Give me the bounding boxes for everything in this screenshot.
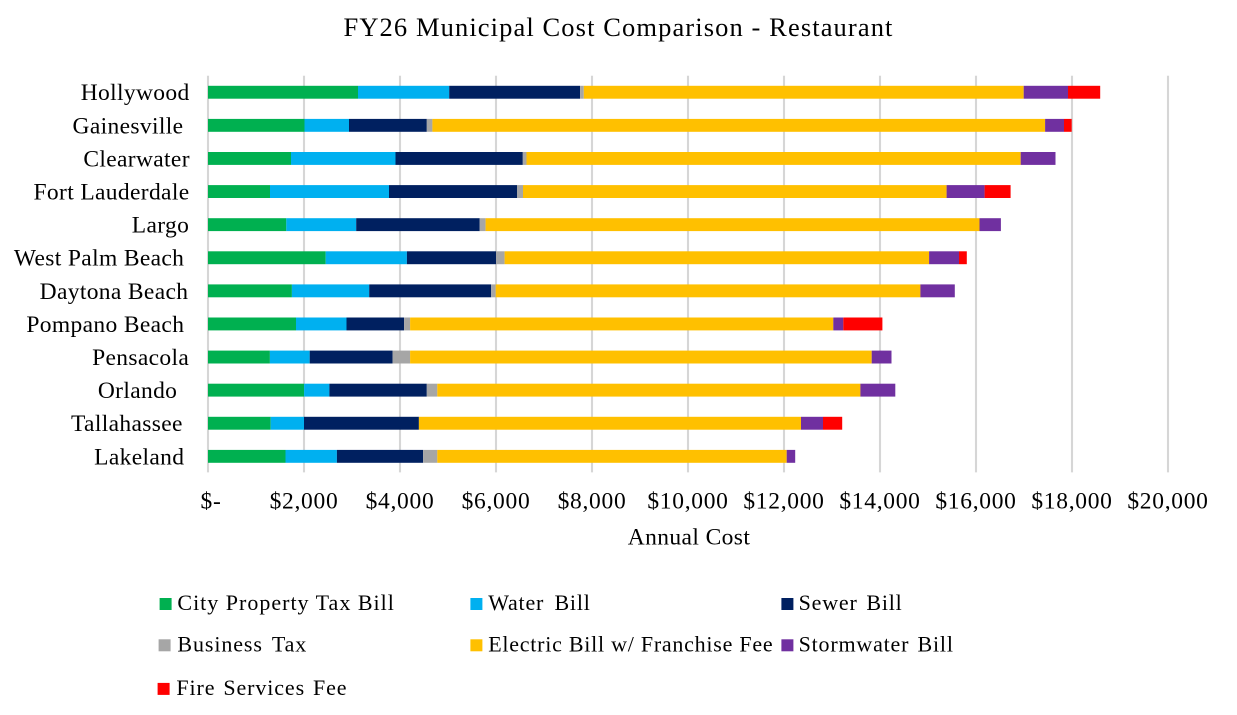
svg-text:$20,000: $20,000: [1127, 488, 1208, 514]
svg-text:Fire Services Fee: Fire Services Fee: [176, 675, 347, 700]
svg-text:Sewer Bill: Sewer Bill: [799, 590, 903, 615]
svg-text:Pensacola: Pensacola: [92, 345, 189, 371]
svg-text:Clearwater: Clearwater: [83, 146, 190, 172]
svg-text:$14,000: $14,000: [839, 488, 920, 514]
svg-text:Lakeland: Lakeland: [94, 444, 184, 470]
svg-text:$-: $-: [201, 488, 222, 514]
svg-text:Hollywood: Hollywood: [81, 80, 190, 106]
svg-text:$2,000: $2,000: [270, 488, 339, 514]
svg-text:$12,000: $12,000: [743, 488, 824, 514]
svg-text:Pompano Beach: Pompano Beach: [26, 312, 184, 338]
svg-text:Gainesville: Gainesville: [73, 113, 184, 139]
svg-text:Business Tax: Business Tax: [177, 632, 307, 657]
svg-text:City Property Tax Bill: City Property Tax Bill: [177, 590, 394, 615]
svg-text:$18,000: $18,000: [1031, 488, 1112, 514]
svg-text:$10,000: $10,000: [647, 488, 728, 514]
svg-text:$16,000: $16,000: [935, 488, 1016, 514]
svg-text:Water Bill: Water Bill: [488, 590, 590, 615]
svg-text:West Palm Beach: West Palm Beach: [14, 246, 184, 272]
svg-text:Fort Lauderdale: Fort Lauderdale: [34, 179, 190, 205]
svg-text:$6,000: $6,000: [462, 488, 531, 514]
svg-text:$4,000: $4,000: [366, 488, 435, 514]
svg-text:Stormwater Bill: Stormwater Bill: [799, 632, 954, 657]
svg-text:Electric Bill w/ Franchise Fee: Electric Bill w/ Franchise Fee: [488, 632, 773, 657]
svg-text:$8,000: $8,000: [558, 488, 627, 514]
svg-text:FY26 Municipal Cost Comparison: FY26 Municipal Cost Comparison - Restaur…: [343, 12, 893, 42]
svg-text:Largo: Largo: [132, 213, 189, 239]
svg-text:Orlando: Orlando: [98, 378, 177, 404]
svg-text:Annual Cost: Annual Cost: [628, 525, 751, 551]
svg-text:Tallahassee: Tallahassee: [71, 411, 183, 437]
svg-text:Daytona Beach: Daytona Beach: [40, 279, 189, 305]
